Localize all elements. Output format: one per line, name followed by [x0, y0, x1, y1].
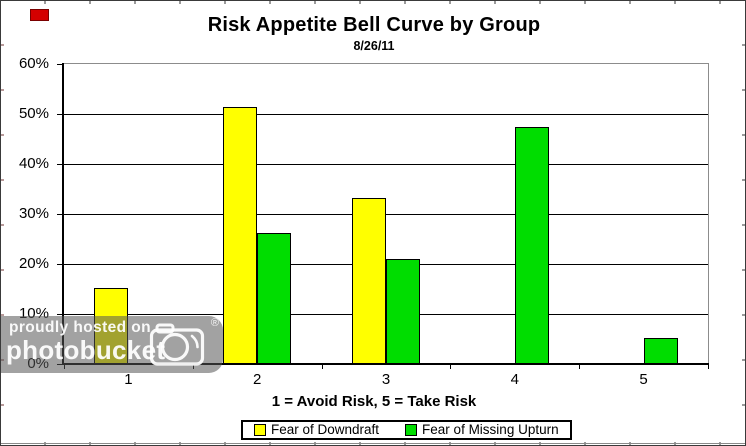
x-axis-tick-5: [708, 365, 709, 369]
x-axis-label-5: 5: [639, 371, 648, 388]
y-axis-line: [62, 63, 64, 365]
bar-fear-of-downdraft-3: [352, 197, 386, 364]
watermark-line1: proudly hosted on: [9, 319, 151, 336]
x-axis-label-2: 2: [253, 371, 262, 388]
legend-label-fear-of-downdraft: Fear of Downdraft: [271, 422, 380, 437]
frame-ticks-top: [1, 1, 745, 4]
photobucket-watermark: proudly hosted on photobucket ®: [1, 316, 223, 373]
y-axis-tick-40: [57, 164, 62, 165]
plot-border-top: [64, 63, 709, 64]
y-axis-label-40: 40%: [18, 155, 49, 172]
legend-label-fear-of-missing-upturn: Fear of Missing Upturn: [422, 422, 559, 437]
gridline-30: [64, 214, 708, 215]
gridline-40: [64, 164, 708, 165]
x-axis-tick-3: [450, 365, 452, 369]
frame-bottom-line: [1, 443, 745, 444]
x-axis-label-1: 1: [124, 371, 133, 388]
x-axis-label-4: 4: [510, 371, 519, 388]
x-axis-title: 1 = Avoid Risk, 5 = Take Risk: [271, 393, 477, 410]
y-axis-label-30: 30%: [18, 205, 49, 222]
bar-fear-of-missing-upturn-3: [386, 258, 420, 364]
plot-area: [64, 64, 708, 364]
y-axis-label-50: 50%: [18, 105, 49, 122]
bar-fear-of-missing-upturn-5: [643, 337, 678, 364]
frame-ticks-right: [742, 1, 745, 445]
watermark-line2: photobucket: [6, 335, 166, 365]
y-axis-label-60: 60%: [18, 55, 49, 72]
bar-fear-of-missing-upturn-2: [257, 232, 292, 364]
legend: Fear of Downdraft Fear of Missing Upturn: [241, 420, 572, 440]
y-axis-tick-60: [57, 64, 62, 65]
x-axis-label-3: 3: [381, 371, 391, 388]
x-axis-tick-2: [321, 365, 323, 369]
chart-title: Risk Appetite Bell Curve by Group: [207, 14, 541, 36]
y-axis-tick-20: [57, 264, 62, 265]
legend-item-fear-of-downdraft: Fear of Downdraft: [254, 422, 379, 437]
legend-item-fear-of-missing-upturn: Fear of Missing Upturn: [405, 422, 559, 437]
legend-swatch-fear-of-downdraft: [254, 423, 266, 436]
chart-subtitle: 8/26/11: [353, 39, 395, 53]
y-axis-label-20: 20%: [18, 255, 49, 272]
plot-border-right: [708, 63, 709, 364]
gridline-50: [64, 114, 708, 115]
y-axis-tick-50: [57, 114, 62, 115]
x-axis-line: [62, 363, 709, 365]
x-axis-tick-4: [579, 365, 581, 369]
legend-swatch-fear-of-missing-upturn: [405, 423, 418, 436]
y-axis-tick-10: [57, 314, 62, 315]
red-artifact-box: [30, 9, 49, 21]
bar-fear-of-downdraft-2: [223, 106, 258, 364]
y-axis-tick-30: [57, 214, 62, 215]
bar-fear-of-missing-upturn-4: [514, 127, 549, 364]
registered-trademark: ®: [210, 317, 219, 329]
camera-icon: [149, 323, 205, 366]
